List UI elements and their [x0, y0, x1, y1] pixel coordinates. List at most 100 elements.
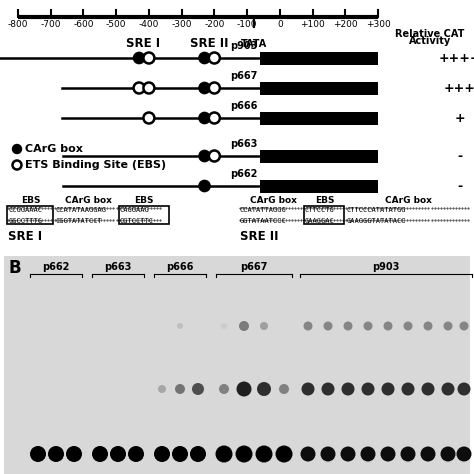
Circle shape	[128, 446, 144, 462]
Circle shape	[92, 446, 108, 462]
Circle shape	[190, 446, 206, 462]
Text: p663: p663	[104, 262, 132, 272]
Text: -400: -400	[139, 20, 159, 29]
Circle shape	[401, 447, 416, 462]
Circle shape	[257, 382, 271, 396]
Text: GAAGGGTATATACC: GAAGGGTATATACC	[347, 218, 407, 224]
Text: SRE I: SRE I	[8, 230, 42, 243]
Text: CGGTATATCCT: CGGTATATCCT	[56, 218, 103, 224]
Text: +++: +++	[444, 82, 474, 94]
Text: -700: -700	[40, 20, 61, 29]
Circle shape	[364, 321, 373, 330]
Text: -: -	[457, 149, 463, 163]
Circle shape	[456, 447, 472, 462]
Circle shape	[401, 383, 414, 395]
Circle shape	[341, 383, 355, 395]
Text: TATA: TATA	[240, 39, 267, 49]
Text: CCATATAAGGAG: CCATATAAGGAG	[56, 207, 107, 213]
Bar	[260, 82, 378, 94]
Circle shape	[441, 383, 455, 395]
Text: -300: -300	[172, 20, 192, 29]
Text: EBS: EBS	[134, 196, 154, 205]
Text: CArG box: CArG box	[25, 144, 83, 154]
Circle shape	[420, 447, 436, 462]
Text: CArG box: CArG box	[64, 196, 111, 205]
Text: SRE I: SRE I	[126, 37, 160, 50]
Circle shape	[192, 383, 204, 395]
Circle shape	[320, 447, 336, 462]
Text: +: +	[455, 111, 465, 125]
Bar	[304, 206, 344, 224]
Text: -: -	[457, 180, 463, 192]
Circle shape	[340, 447, 356, 462]
Text: p903: p903	[230, 40, 257, 51]
Circle shape	[423, 321, 432, 330]
Text: Activity: Activity	[409, 36, 451, 46]
Circle shape	[12, 145, 21, 154]
Circle shape	[279, 384, 289, 394]
Text: EBS: EBS	[315, 196, 335, 205]
Text: ++++: ++++	[439, 52, 474, 64]
Circle shape	[199, 151, 210, 162]
Circle shape	[444, 321, 453, 330]
Circle shape	[134, 53, 145, 64]
Text: p662: p662	[230, 168, 257, 179]
Circle shape	[172, 446, 188, 462]
Circle shape	[382, 383, 394, 395]
Circle shape	[237, 382, 252, 396]
Text: CCATATTAGGG: CCATATTAGGG	[240, 207, 287, 213]
Circle shape	[209, 112, 220, 124]
Text: ETS Binding Site (EBS): ETS Binding Site (EBS)	[25, 160, 166, 170]
Text: -800: -800	[8, 20, 28, 29]
Circle shape	[199, 112, 210, 124]
Text: p903: p903	[372, 262, 400, 272]
Circle shape	[199, 181, 210, 191]
Bar	[260, 52, 378, 64]
Text: SRE II: SRE II	[240, 230, 279, 243]
Text: GAAGGAC: GAAGGAC	[305, 218, 335, 224]
Bar	[260, 111, 378, 125]
Circle shape	[134, 82, 145, 93]
Text: CAGGAAG: CAGGAAG	[120, 207, 150, 213]
Circle shape	[158, 385, 166, 393]
Circle shape	[361, 447, 375, 462]
Circle shape	[209, 151, 220, 162]
Circle shape	[144, 82, 155, 93]
Text: p662: p662	[42, 262, 70, 272]
Circle shape	[209, 53, 220, 64]
Circle shape	[440, 447, 456, 462]
Text: p667: p667	[240, 262, 268, 272]
Text: SRE II: SRE II	[190, 37, 228, 50]
Text: -600: -600	[73, 20, 94, 29]
Bar	[4, 256, 470, 474]
Circle shape	[255, 446, 273, 463]
Circle shape	[221, 323, 227, 329]
Circle shape	[219, 384, 229, 394]
Circle shape	[260, 322, 268, 330]
Circle shape	[209, 82, 220, 93]
Circle shape	[303, 321, 312, 330]
Circle shape	[110, 446, 126, 462]
Circle shape	[301, 447, 316, 462]
Text: CArG box: CArG box	[250, 196, 296, 205]
Circle shape	[457, 383, 471, 395]
Text: CArG box: CArG box	[384, 196, 431, 205]
Text: GGCCTTTG: GGCCTTTG	[9, 218, 43, 224]
Bar	[260, 180, 378, 192]
Bar	[119, 206, 169, 224]
Circle shape	[403, 321, 412, 330]
Circle shape	[144, 53, 155, 64]
Circle shape	[383, 321, 392, 330]
Text: EBS: EBS	[21, 196, 41, 205]
Circle shape	[301, 383, 315, 395]
Circle shape	[175, 384, 185, 394]
Circle shape	[154, 446, 170, 462]
Bar	[260, 149, 378, 163]
Text: p666: p666	[166, 262, 194, 272]
Text: +100: +100	[300, 20, 325, 29]
Circle shape	[216, 446, 233, 463]
Circle shape	[144, 112, 155, 124]
Text: 0: 0	[277, 20, 283, 29]
Text: CGTCCTTC: CGTCCTTC	[120, 218, 154, 224]
Circle shape	[66, 446, 82, 462]
